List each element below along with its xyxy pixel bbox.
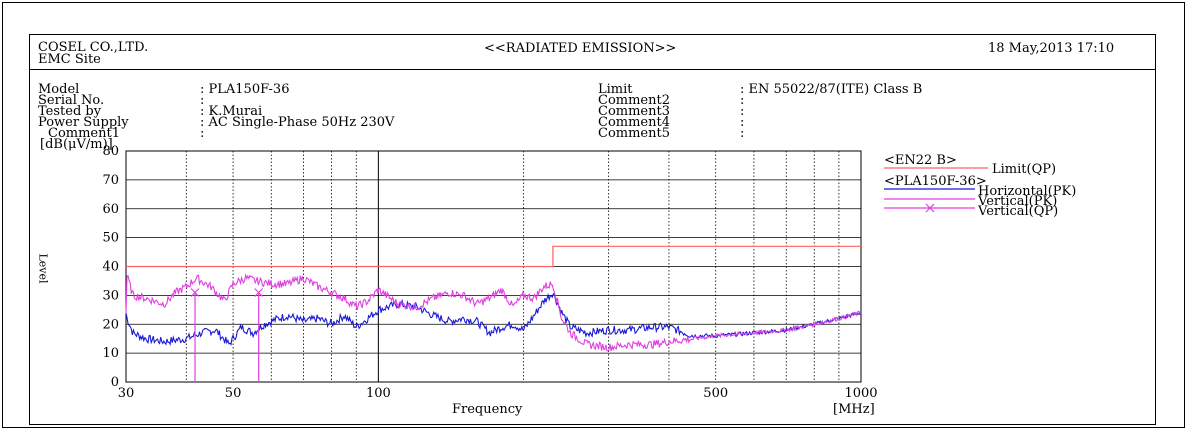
x-tick-label: 50 bbox=[225, 386, 242, 401]
qp-marker-point bbox=[254, 288, 264, 297]
y-tick-label: 60 bbox=[102, 202, 119, 217]
series-vertical-pk bbox=[125, 273, 862, 352]
info-value-comment5: : bbox=[740, 126, 745, 141]
x-tick-label: 100 bbox=[366, 386, 391, 401]
info-value-power-supply: : AC Single-Phase 50Hz 230V bbox=[200, 115, 395, 130]
y-tick-label: 10 bbox=[102, 346, 119, 361]
header-divider bbox=[30, 69, 1155, 70]
y-tick-label: 50 bbox=[102, 231, 119, 246]
info-label-model: Model bbox=[38, 82, 80, 97]
x-tick-label: 30 bbox=[118, 386, 135, 401]
x-axis-label: Frequency bbox=[452, 402, 523, 417]
info-label-comment5: Comment5 bbox=[598, 126, 670, 141]
info-value-model: : PLA150F-36 bbox=[200, 82, 290, 97]
info-value-tested-by: : K.Murai bbox=[200, 104, 263, 119]
report-panel bbox=[29, 34, 1156, 425]
report-datetime: 18 May,2013 17:10 bbox=[988, 41, 1115, 56]
x-tick-label: 500 bbox=[703, 386, 728, 401]
legend-vertical-pk: Vertical(PK) bbox=[978, 194, 1058, 209]
y-tick-label: 0 bbox=[111, 375, 119, 390]
y-tick-label: 80 bbox=[102, 144, 119, 159]
series-horizontal-pk bbox=[125, 292, 862, 346]
y-tick-label: 40 bbox=[102, 260, 119, 275]
legend-horizontal-pk: Horizontal(PK) bbox=[978, 184, 1077, 199]
qp-marker-point bbox=[190, 288, 200, 297]
legend-group-limit: <EN22 B> bbox=[884, 153, 957, 168]
series-limit-qp bbox=[126, 245, 861, 268]
info-label-limit: Limit bbox=[598, 82, 633, 97]
info-value-comment2: : bbox=[740, 93, 745, 108]
info-value-comment1: : bbox=[200, 126, 205, 141]
info-label-power-supply: Power Supply bbox=[38, 115, 129, 130]
info-label-comment4: Comment4 bbox=[598, 115, 670, 130]
info-label-comment2: Comment2 bbox=[598, 93, 670, 108]
info-value-limit: : EN 55022/87(ITE) Class B bbox=[740, 82, 923, 97]
report-title: <<RADIATED EMISSION>> bbox=[484, 41, 677, 56]
site-name: EMC Site bbox=[38, 52, 101, 67]
y-tick-label: 20 bbox=[102, 317, 119, 332]
info-value-comment3: : bbox=[740, 104, 745, 119]
info-label-comment1: Comment1 bbox=[48, 126, 120, 141]
legend-limit-qp: Limit(QP) bbox=[992, 162, 1057, 177]
legend-vertical-qp: Vertical(QP) bbox=[978, 204, 1059, 219]
y-tick-label: 70 bbox=[102, 173, 119, 188]
legend-marker-vertical-qp bbox=[925, 203, 935, 213]
info-label-tested-by: Tested by bbox=[38, 104, 102, 119]
x-tick-label: 1000 bbox=[844, 386, 877, 401]
y-tick-label: 30 bbox=[102, 288, 119, 303]
info-label-comment3: Comment3 bbox=[598, 104, 670, 119]
legend-group-device: <PLA150F-36> bbox=[884, 174, 987, 189]
info-value-comment4: : bbox=[740, 115, 745, 130]
x-axis-unit: [MHz] bbox=[833, 402, 875, 417]
info-value-serial: : bbox=[200, 93, 205, 108]
info-label-serial: Serial No. bbox=[38, 93, 105, 108]
company-name: COSEL CO.,LTD. bbox=[38, 40, 149, 55]
y-axis-unit: [dB(μV/m)] bbox=[40, 137, 113, 152]
